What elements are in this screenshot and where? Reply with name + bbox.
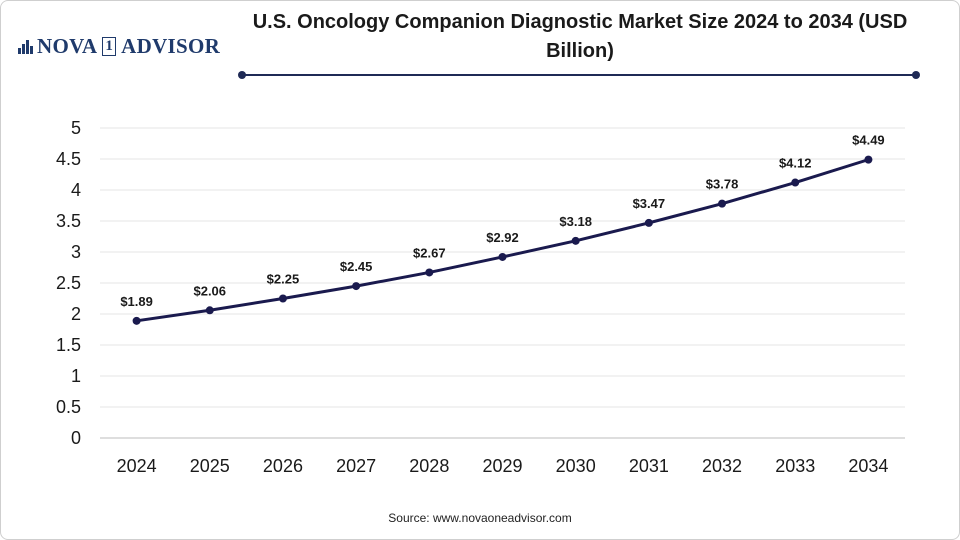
y-tick-label: 0 [71, 428, 81, 448]
logo: NOVA 1 ADVISOR [18, 33, 220, 59]
data-label: $4.12 [779, 156, 812, 171]
data-label: $2.06 [193, 283, 226, 298]
y-tick-label: 3.5 [56, 211, 81, 231]
data-point [205, 306, 214, 315]
x-tick-label: 2027 [336, 456, 376, 476]
data-label: $3.47 [633, 196, 666, 211]
y-tick-label: 4.5 [56, 149, 81, 169]
axis-layer: 0 0.5 1 1.5 2 2.5 3 3.5 4 4.5 5 2024 2025 2026 2027 202… [56, 118, 905, 476]
x-tick-label: 2033 [775, 456, 815, 476]
x-tick-label: 2028 [409, 456, 449, 476]
data-point [571, 236, 580, 245]
data-point [718, 199, 727, 208]
title-underline [238, 71, 920, 79]
y-tick-label: 2 [71, 304, 81, 324]
logo-text-advisor: ADVISOR [121, 33, 221, 58]
data-point [498, 252, 507, 261]
data-label: $3.18 [559, 214, 592, 229]
x-tick-label: 2029 [482, 456, 522, 476]
x-tick-label: 2025 [190, 456, 230, 476]
y-tick-label: 2.5 [56, 273, 81, 293]
data-point [644, 218, 653, 227]
data-label: $2.92 [486, 230, 519, 245]
data-label: $1.89 [120, 294, 153, 309]
data-label: $4.49 [852, 133, 885, 148]
data-label-layer: $1.89 $2.06 $2.25 $2.45 $2.67 $2.92 $3.18 $3.47… [120, 133, 884, 309]
title-underline-left-dot [238, 71, 246, 79]
x-tick-label: 2026 [263, 456, 303, 476]
title-underline-right-dot [912, 71, 920, 79]
data-label: $2.25 [267, 272, 300, 287]
logo-bars-icon [18, 38, 33, 54]
x-tick-label: 2024 [117, 456, 157, 476]
grid-layer [100, 127, 905, 408]
y-tick-label: 3 [71, 242, 81, 262]
data-point [425, 268, 434, 277]
chart-title: U.S. Oncology Companion Diagnostic Marke… [252, 11, 908, 62]
logo-text-number: 1 [102, 36, 117, 56]
data-point [132, 316, 141, 325]
data-point [352, 282, 361, 291]
data-point [278, 294, 287, 303]
y-tick-label: 1 [71, 366, 81, 386]
y-tick-label: 0.5 [56, 397, 81, 417]
logo-text-nova: NOVA [37, 33, 98, 58]
source-note: Source: www.novaoneadvisor.com [388, 511, 572, 525]
x-tick-label: 2032 [702, 456, 742, 476]
data-label: $3.78 [706, 177, 739, 192]
x-tick-label: 2030 [556, 456, 596, 476]
data-label: $2.67 [413, 245, 446, 260]
y-tick-label: 1.5 [56, 335, 81, 355]
y-tick-label: 4 [71, 180, 81, 200]
x-tick-label: 2034 [848, 456, 888, 476]
series-layer [132, 155, 873, 325]
data-point [791, 178, 800, 187]
x-tick-label: 2031 [629, 456, 669, 476]
y-tick-label: 5 [71, 118, 81, 138]
data-label: $2.45 [340, 259, 373, 274]
data-point [864, 155, 873, 164]
